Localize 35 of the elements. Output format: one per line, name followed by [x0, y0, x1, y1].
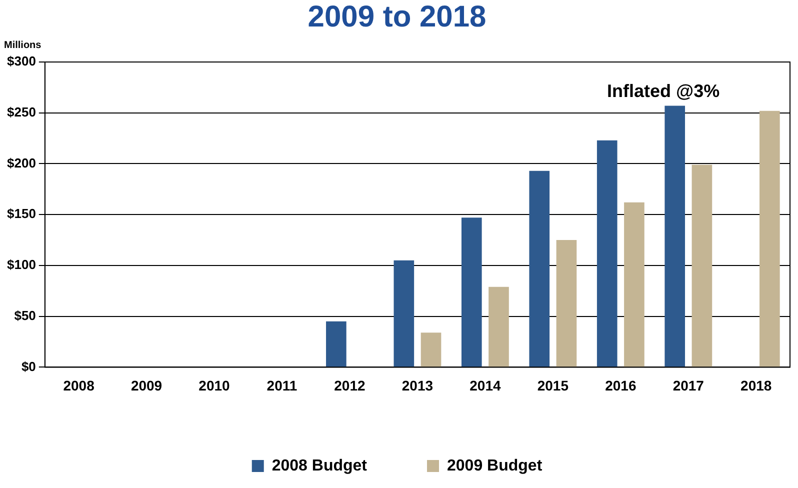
bar: [596, 140, 618, 367]
y-tick-label: $50: [14, 308, 36, 323]
x-tick-label: 2013: [402, 377, 434, 394]
x-tick-label: 2009: [130, 377, 162, 394]
chart-title: 2009 to 2018: [308, 0, 486, 34]
x-tick-label: 2011: [266, 377, 298, 394]
y-tick-label: $250: [7, 104, 36, 120]
y-tick-label: $0: [21, 358, 36, 374]
legend-label: 2009 Budget: [447, 457, 543, 474]
y-tick-label: $100: [7, 257, 36, 272]
bar: [488, 286, 509, 367]
bar: [664, 106, 686, 367]
x-tick-label: 2016: [605, 377, 636, 394]
y-tick-label: $150: [7, 206, 36, 222]
x-tick-label: 2015: [537, 377, 569, 394]
x-tick-label: 2014: [470, 377, 501, 394]
x-tick-label: 2010: [198, 377, 230, 394]
bar: [692, 164, 712, 367]
x-tick-label: 2012: [334, 377, 366, 394]
bar: [556, 240, 577, 367]
y-tick-label: $300: [7, 54, 36, 69]
bar: [326, 321, 346, 367]
x-tick-label: 2018: [740, 377, 772, 394]
y-tick-label: $200: [7, 155, 36, 170]
bar: [394, 260, 414, 367]
x-tick-label: 2017: [672, 377, 704, 394]
annotation: Inflated @3%: [607, 80, 720, 101]
x-tick-label: 2008: [63, 377, 95, 394]
bar: [529, 170, 550, 367]
bar: [624, 202, 644, 367]
bar: [461, 218, 482, 367]
y-axis-title: Millions: [4, 40, 42, 51]
legend-label: 2008 Budget: [272, 457, 368, 474]
bar: [420, 332, 442, 367]
bar: [760, 110, 780, 367]
